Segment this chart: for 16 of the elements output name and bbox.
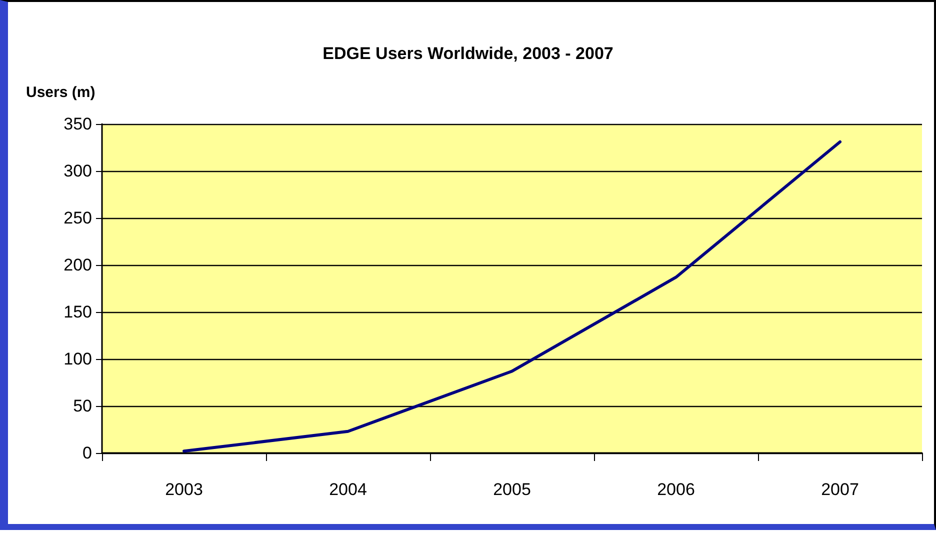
y-tick-label: 250	[64, 208, 92, 228]
line-series	[182, 140, 842, 453]
y-tick-label: 100	[64, 350, 92, 368]
y-tick-label: 150	[64, 302, 92, 322]
x-tick-label: 2003	[165, 480, 203, 499]
y-tick-label: 0	[82, 444, 92, 462]
x-tick-label: 2007	[821, 480, 859, 499]
x-tick-label: 2005	[493, 480, 531, 499]
y-tick-label: 50	[73, 396, 92, 416]
x-tick-label: 2006	[657, 480, 695, 499]
chart-title: EDGE Users Worldwide, 2003 - 2007	[322, 44, 614, 63]
y-tick-label: 200	[64, 256, 92, 274]
y-axis-title: Users (m)	[26, 84, 96, 101]
y-tick-label: 300	[64, 162, 92, 180]
x-tick-label: 2004	[329, 480, 367, 499]
y-tick-label: 350	[64, 114, 92, 134]
